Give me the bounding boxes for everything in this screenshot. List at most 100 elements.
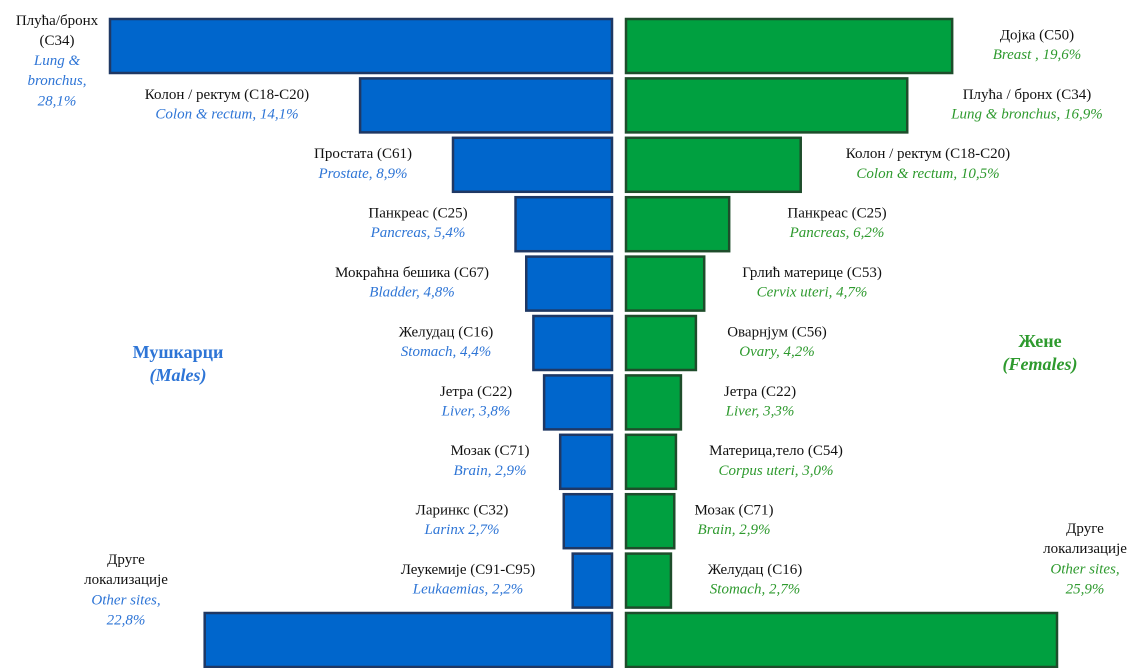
category-label: Плућа / бронх (C34) bbox=[963, 87, 1092, 103]
category-label-en: Pancreas, 5,4% bbox=[370, 226, 466, 242]
category-label-en: Brain, 2,9% bbox=[698, 523, 771, 539]
label-line: Lung & bbox=[33, 53, 81, 69]
category-label: Мозак (C71) bbox=[694, 503, 773, 519]
label-line: Друге bbox=[1066, 521, 1104, 537]
category-name-en: Leukaemias, bbox=[412, 582, 488, 598]
category-label: Јетра (C22) bbox=[440, 384, 512, 400]
bar bbox=[624, 255, 706, 312]
category-label: Ларинкс (C32) bbox=[416, 503, 509, 519]
value-label: 2,9% bbox=[735, 523, 770, 539]
category-label-en: Leukaemias, 2,2% bbox=[412, 582, 523, 598]
category-label-en: Colon & rectum, 10,5% bbox=[856, 166, 999, 182]
category-label-en: Larinx 2,7% bbox=[423, 523, 499, 539]
category-name-en: Pancreas, bbox=[370, 226, 431, 242]
value-label: 10,5% bbox=[957, 166, 1000, 182]
label-line: Плућа/бронх bbox=[16, 13, 99, 29]
value-label: 5,4% bbox=[430, 226, 465, 242]
category-label-en: Other sites, bbox=[1050, 561, 1119, 577]
label-line: (С34) bbox=[40, 33, 75, 49]
category-label: Леукемије (C91-C95) bbox=[401, 562, 536, 578]
category-name-en: Stomach, bbox=[401, 344, 456, 360]
value-label: 8,9% bbox=[373, 166, 408, 182]
bar bbox=[624, 492, 676, 550]
bar bbox=[624, 314, 698, 372]
label-line: локализације bbox=[84, 572, 168, 588]
category-name-en: Colon & rectum, bbox=[856, 166, 957, 182]
bar bbox=[624, 17, 954, 75]
category-label: Дојка (C50) bbox=[1000, 27, 1074, 43]
category-label-en: Liver, 3,8% bbox=[441, 404, 511, 420]
category-label: Мозак (C71) bbox=[450, 443, 529, 459]
bar bbox=[624, 611, 1059, 668]
category-label-en: Colon & rectum, 14,1% bbox=[155, 107, 298, 123]
category-label: Мокраћна бешика (C67) bbox=[335, 265, 489, 281]
bar bbox=[624, 136, 802, 194]
category-label: Друге локализације bbox=[1043, 521, 1127, 557]
group-label: Мушкарци bbox=[133, 342, 224, 362]
category-label: Желудац (C16) bbox=[708, 562, 802, 578]
value-label: 22,8% bbox=[107, 612, 146, 628]
category-label: Оварнјум (C56) bbox=[727, 324, 827, 340]
category-label-en: Lung & bronchus, 16,9% bbox=[950, 107, 1103, 123]
category-label-en: Prostate, 8,9% bbox=[317, 166, 407, 182]
value-label: 4,4% bbox=[456, 344, 491, 360]
category-label-en: Lung & bronchus, bbox=[27, 53, 86, 89]
bar bbox=[358, 77, 614, 134]
group-label: Жене bbox=[1018, 331, 1061, 351]
category-name-en: Stomach, bbox=[710, 582, 765, 598]
category-name-en: Colon & rectum, bbox=[155, 107, 256, 123]
bar bbox=[558, 433, 614, 491]
category-name-en: Breast , bbox=[993, 47, 1039, 63]
bar bbox=[532, 314, 614, 372]
category-name-en: Cervix uteri, bbox=[757, 285, 833, 301]
bar bbox=[542, 374, 614, 431]
bar bbox=[624, 433, 678, 491]
category-label-en: Stomach, 4,4% bbox=[401, 344, 491, 360]
bar bbox=[624, 374, 683, 431]
category-label-en: Other sites, bbox=[91, 592, 160, 608]
bar bbox=[624, 77, 909, 134]
bar bbox=[624, 552, 673, 609]
category-name-en: Prostate, bbox=[317, 166, 372, 182]
category-label: Колон / ректум (C18-C20) bbox=[846, 146, 1010, 162]
value-label: 2,2% bbox=[488, 582, 523, 598]
bar bbox=[571, 552, 614, 609]
category-name-en: Brain, bbox=[454, 463, 492, 479]
value-label: 2,9% bbox=[491, 463, 526, 479]
bar bbox=[451, 136, 614, 194]
label-line: Друге bbox=[107, 552, 145, 568]
category-name-en: Larinx bbox=[423, 523, 464, 539]
category-label-en: Cervix uteri, 4,7% bbox=[757, 285, 868, 301]
category-label-en: Bladder, 4,8% bbox=[369, 285, 454, 301]
category-label-en: Breast , 19,6% bbox=[993, 47, 1082, 63]
value-label: 2,7% bbox=[765, 582, 800, 598]
value-label: 25,9% bbox=[1066, 581, 1105, 597]
category-name-en: Brain, bbox=[698, 523, 736, 539]
bar bbox=[108, 17, 614, 75]
value-label: 2,7% bbox=[465, 523, 500, 539]
label-line: локализације bbox=[1043, 541, 1127, 557]
category-label: Друге локализације bbox=[84, 552, 168, 588]
value-label: 3,0% bbox=[799, 463, 834, 479]
category-label: Грлић материце (C53) bbox=[742, 265, 882, 281]
category-label-en: Corpus uteri, 3,0% bbox=[718, 463, 833, 479]
value-label: 4,2% bbox=[780, 344, 815, 360]
category-label: Материца,тело (C54) bbox=[709, 443, 843, 459]
category-name-en: Pancreas, bbox=[789, 226, 850, 242]
category-label: Колон / ректум (C18-C20) bbox=[145, 87, 309, 103]
value-label: 16,9% bbox=[1060, 107, 1103, 123]
category-name-en: Ovary, bbox=[739, 344, 779, 360]
category-label: Панкреас (C25) bbox=[368, 206, 467, 222]
label-line: bronchus, bbox=[27, 73, 86, 89]
bar bbox=[203, 611, 614, 668]
value-label: 14,1% bbox=[256, 107, 299, 123]
bar bbox=[562, 492, 614, 550]
bar bbox=[524, 255, 614, 312]
category-label: Простата (C61) bbox=[314, 146, 412, 162]
category-name-en: Bladder, bbox=[369, 285, 419, 301]
group-label-en: (Males) bbox=[150, 365, 207, 386]
category-label: Јетра (C22) bbox=[724, 384, 796, 400]
category-label-en: Stomach, 2,7% bbox=[710, 582, 800, 598]
category-label-en: Pancreas, 6,2% bbox=[789, 226, 885, 242]
value-label: 19,6% bbox=[1039, 47, 1082, 63]
